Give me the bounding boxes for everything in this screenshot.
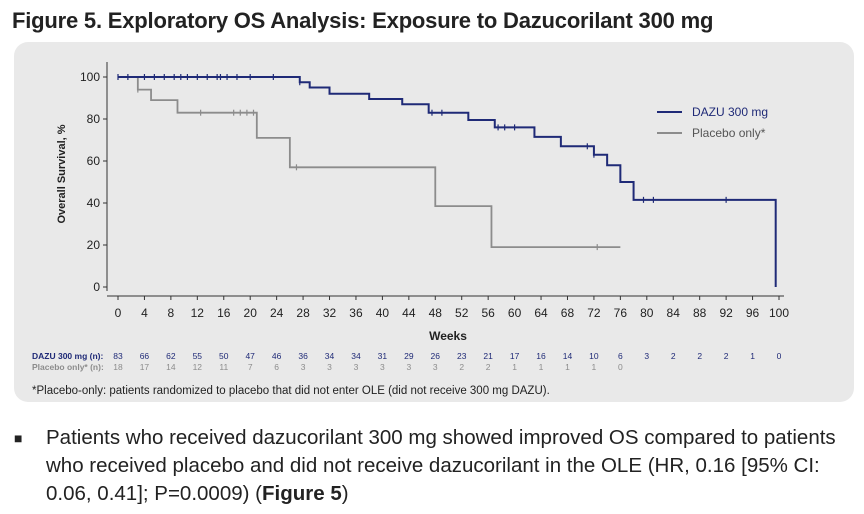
risk-count: 47 bbox=[245, 351, 255, 361]
risk-count: 3 bbox=[406, 362, 411, 372]
y-tick-label: 100 bbox=[80, 70, 100, 84]
series-line-placebo bbox=[118, 76, 621, 248]
risk-count: 2 bbox=[486, 362, 491, 372]
risk-count: 1 bbox=[539, 362, 544, 372]
risk-count: 23 bbox=[457, 351, 467, 361]
figure-title: Figure 5. Exploratory OS Analysis: Expos… bbox=[12, 8, 714, 33]
x-tick-label: 60 bbox=[508, 306, 522, 320]
bullet-text-main: Patients who received dazucorilant 300 m… bbox=[46, 426, 836, 505]
risk-count: 62 bbox=[166, 351, 176, 361]
x-tick-label: 44 bbox=[402, 306, 416, 320]
x-tick-label: 4 bbox=[141, 306, 148, 320]
risk-count: 1 bbox=[565, 362, 570, 372]
risk-row-label: Placebo only* (n): bbox=[32, 362, 104, 372]
risk-count: 17 bbox=[140, 362, 150, 372]
series-line-dazu bbox=[118, 76, 777, 287]
y-tick-label: 60 bbox=[87, 154, 101, 168]
risk-count: 46 bbox=[272, 351, 282, 361]
x-axis-title: Weeks bbox=[429, 329, 467, 343]
risk-count: 6 bbox=[274, 362, 279, 372]
risk-count: 66 bbox=[140, 351, 150, 361]
bullet-marker: ■ bbox=[14, 430, 23, 446]
figure-footnote: *Placebo-only: patients randomized to pl… bbox=[32, 385, 550, 397]
risk-count: 14 bbox=[563, 351, 573, 361]
risk-count: 1 bbox=[592, 362, 597, 372]
risk-count: 29 bbox=[404, 351, 414, 361]
risk-count: 1 bbox=[750, 351, 755, 361]
x-tick-label: 20 bbox=[244, 306, 258, 320]
risk-row-label: DAZU 300 mg (n): bbox=[32, 351, 103, 361]
legend-label-placebo: Placebo only* bbox=[692, 126, 766, 140]
risk-count: 2 bbox=[671, 351, 676, 361]
x-tick-label: 76 bbox=[614, 306, 628, 320]
chart-panel bbox=[14, 42, 854, 402]
risk-count: 2 bbox=[697, 351, 702, 361]
risk-count: 26 bbox=[431, 351, 441, 361]
x-tick-label: 72 bbox=[587, 306, 601, 320]
x-tick-label: 52 bbox=[455, 306, 469, 320]
x-tick-label: 12 bbox=[191, 306, 205, 320]
y-tick-label: 0 bbox=[93, 280, 100, 294]
x-tick-label: 88 bbox=[693, 306, 707, 320]
y-tick-label: 80 bbox=[87, 112, 101, 126]
x-tick-label: 32 bbox=[323, 306, 337, 320]
risk-count: 1 bbox=[512, 362, 517, 372]
risk-count: 34 bbox=[351, 351, 361, 361]
risk-count: 3 bbox=[354, 362, 359, 372]
risk-count: 50 bbox=[219, 351, 229, 361]
x-tick-label: 96 bbox=[746, 306, 760, 320]
y-tick-label: 20 bbox=[87, 238, 101, 252]
x-tick-label: 24 bbox=[270, 306, 284, 320]
risk-count: 11 bbox=[219, 362, 228, 372]
risk-count: 3 bbox=[327, 362, 332, 372]
risk-count: 21 bbox=[483, 351, 493, 361]
risk-count: 14 bbox=[166, 362, 176, 372]
x-tick-label: 40 bbox=[376, 306, 390, 320]
x-tick-label: 56 bbox=[481, 306, 495, 320]
x-tick-label: 0 bbox=[115, 306, 122, 320]
bullet-text: Patients who received dazucorilant 300 m… bbox=[46, 424, 846, 508]
x-tick-label: 28 bbox=[296, 306, 310, 320]
risk-count: 18 bbox=[113, 362, 123, 372]
risk-count: 2 bbox=[724, 351, 729, 361]
x-tick-label: 80 bbox=[640, 306, 654, 320]
x-tick-label: 8 bbox=[168, 306, 175, 320]
risk-count: 6 bbox=[618, 351, 623, 361]
y-tick-label: 40 bbox=[87, 196, 101, 210]
risk-count: 16 bbox=[536, 351, 546, 361]
risk-count: 3 bbox=[644, 351, 649, 361]
risk-count: 2 bbox=[459, 362, 464, 372]
risk-count: 0 bbox=[777, 351, 782, 361]
x-tick-label: 36 bbox=[349, 306, 363, 320]
km-plot: 0 20 40 60 80 100 0 4 8 12 16 20 24 28 32 36 40 44 48 52 56 6… bbox=[32, 62, 789, 397]
risk-count: 0 bbox=[618, 362, 623, 372]
risk-count: 3 bbox=[433, 362, 438, 372]
x-tick-label: 64 bbox=[534, 306, 548, 320]
legend-label-dazu: DAZU 300 mg bbox=[692, 105, 768, 119]
risk-count: 83 bbox=[113, 351, 123, 361]
x-tick-label: 84 bbox=[667, 306, 681, 320]
x-tick-label: 16 bbox=[217, 306, 231, 320]
x-tick-label: 48 bbox=[429, 306, 443, 320]
risk-count: 10 bbox=[589, 351, 599, 361]
risk-count: 31 bbox=[378, 351, 388, 361]
risk-count: 12 bbox=[193, 362, 203, 372]
risk-count: 55 bbox=[193, 351, 203, 361]
risk-count: 36 bbox=[298, 351, 308, 361]
bullet-figure-ref: Figure 5 bbox=[261, 482, 342, 505]
risk-count: 34 bbox=[325, 351, 335, 361]
x-tick-label: 68 bbox=[561, 306, 575, 320]
risk-count: 3 bbox=[380, 362, 385, 372]
bullet-text-end: ) bbox=[341, 482, 349, 505]
risk-count: 17 bbox=[510, 351, 520, 361]
risk-count: 7 bbox=[248, 362, 253, 372]
x-tick-label: 100 bbox=[769, 306, 789, 320]
risk-count: 3 bbox=[301, 362, 306, 372]
x-tick-label: 92 bbox=[719, 306, 733, 320]
y-axis-title: Overall Survival, % bbox=[56, 124, 68, 223]
